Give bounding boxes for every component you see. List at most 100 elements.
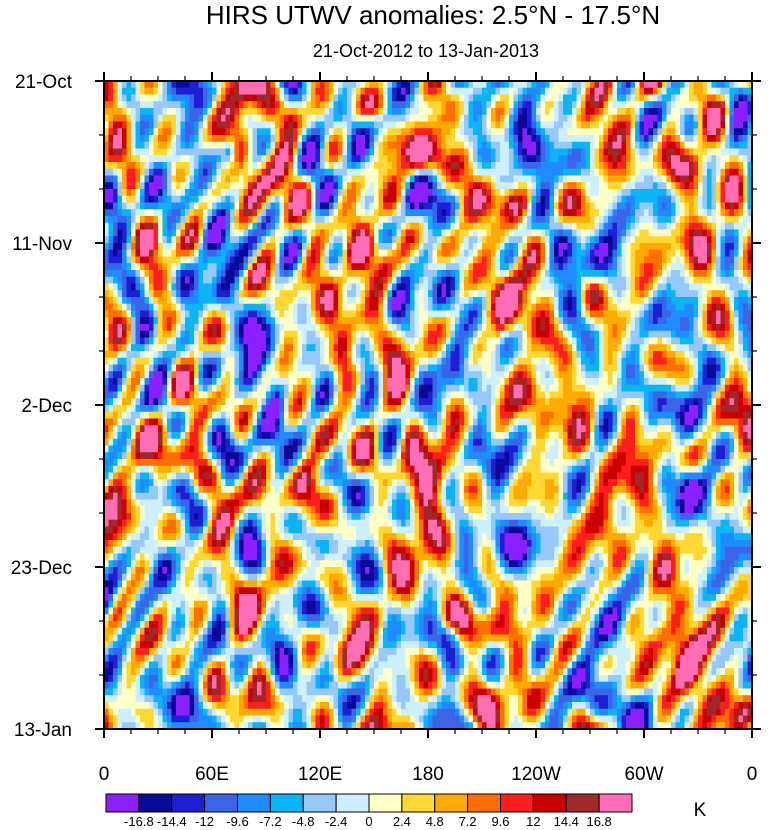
heatmap-cell [365,168,371,177]
heatmap-cell [531,290,537,298]
heatmap-cell [608,81,614,89]
heatmap-cell [639,236,645,244]
heatmap-cell [401,189,407,197]
heatmap-cell [522,310,528,318]
heatmap-cell [743,256,749,264]
heatmap-cell [581,236,587,244]
heatmap-cell [351,168,357,177]
heatmap-cell [572,303,578,312]
heatmap-cell [527,81,533,89]
heatmap-cell [563,216,569,224]
heatmap-cell [572,263,578,271]
heatmap-cell [383,297,389,305]
heatmap-cell [311,189,317,197]
heatmap-cell [239,216,245,224]
heatmap-cell [212,209,218,217]
heatmap-cell [108,276,114,285]
heatmap-cell [266,263,272,271]
heatmap-cell [324,195,330,204]
heatmap-cell [599,141,605,150]
heatmap-cell [666,128,672,136]
heatmap-cell [311,155,317,163]
heatmap-cell [653,270,659,278]
heatmap-cell [356,148,362,156]
heatmap-cell [707,135,713,143]
heatmap-cell [266,256,272,264]
heatmap-cell [689,128,695,136]
heatmap-cell [671,297,677,305]
heatmap-cell [657,270,663,278]
heatmap-cell [599,270,605,278]
heatmap-cell [527,222,533,231]
heatmap-cell [387,87,393,96]
heatmap-cell [113,135,119,143]
heatmap-cell [621,168,627,177]
heatmap-cell [666,141,672,150]
heatmap-cell [702,290,708,298]
heatmap-cell [419,94,425,102]
heatmap-cell [536,148,542,156]
heatmap-cell [536,202,542,210]
heatmap-cell [117,182,123,190]
heatmap-cell [743,155,749,163]
heatmap-cell [207,229,213,237]
heatmap-cell [747,94,752,102]
heatmap-cell [698,168,704,177]
heatmap-cell [324,108,330,116]
heatmap-cell [441,135,447,143]
heatmap-cell [464,229,470,237]
heatmap-cell [657,114,663,123]
heatmap-cell [176,101,182,109]
heatmap-cell [140,94,146,102]
heatmap-cell [158,155,164,163]
heatmap-cell [144,297,150,305]
heatmap-cell [144,195,150,204]
heatmap-cell [176,209,182,217]
heatmap-cell [266,81,272,89]
heatmap-cell [576,276,582,285]
heatmap-cell [122,168,128,177]
heatmap-cell [189,81,195,89]
heatmap-cell [428,270,434,278]
heatmap-cell [459,175,465,183]
heatmap-cell [243,155,249,163]
heatmap-cell [558,141,564,150]
heatmap-cell [662,283,668,291]
heatmap-cell [212,297,218,305]
heatmap-cell [563,162,569,170]
heatmap-cell [500,270,506,278]
heatmap-cell [180,283,186,291]
heatmap-cell [482,155,488,163]
heatmap-cell [185,297,191,305]
heatmap-cell [239,128,245,136]
heatmap-cell [365,81,371,89]
heatmap-cell [279,263,285,271]
heatmap-cell [378,297,384,305]
heatmap-cell [401,310,407,318]
heatmap-cell [153,114,159,123]
heatmap-cell [297,148,303,156]
heatmap-cell [455,276,461,285]
heatmap-cell [356,94,362,102]
heatmap-cell [711,101,717,109]
heatmap-cell [230,310,236,318]
heatmap-cell [176,249,182,258]
heatmap-cell [369,101,375,109]
heatmap-cell [171,263,177,271]
heatmap-cell [252,236,258,244]
heatmap-cell [450,270,456,278]
heatmap-cell [248,195,254,204]
heatmap-cell [617,229,623,237]
heatmap-cell [171,162,177,170]
heatmap-cell [392,270,398,278]
heatmap-cell [536,121,542,129]
heatmap-cell [171,270,177,278]
heatmap-cell [275,263,281,271]
heatmap-cell [347,168,353,177]
heatmap-cell [675,182,681,190]
heatmap-cell [743,283,749,291]
heatmap-cell [275,310,281,318]
heatmap-cell [603,209,609,217]
heatmap-cell [194,189,200,197]
heatmap-cell [324,114,330,123]
